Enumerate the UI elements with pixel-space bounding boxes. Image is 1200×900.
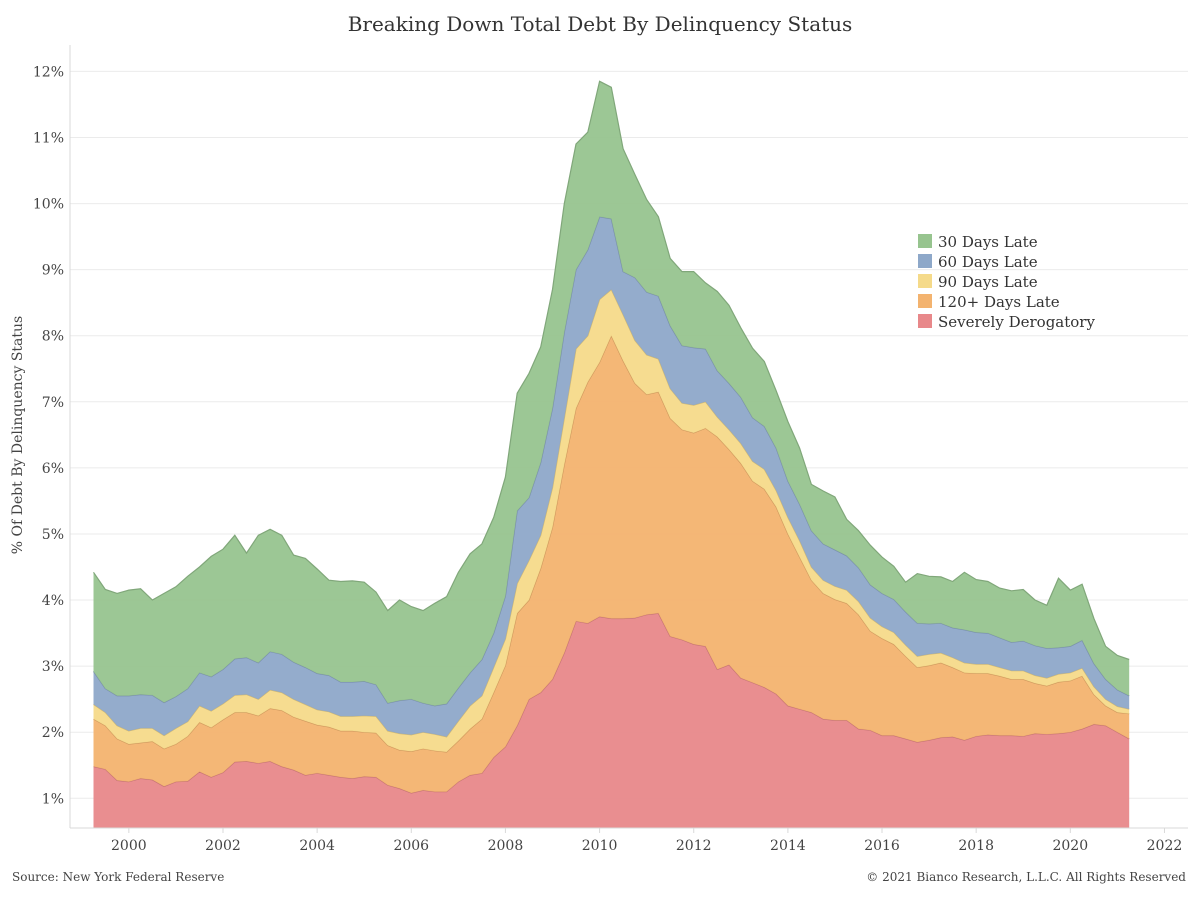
- legend-label: 90 Days Late: [938, 273, 1038, 291]
- x-tick-label: 2022: [1147, 838, 1183, 854]
- x-tick-label: 2010: [582, 838, 618, 854]
- legend-swatch: [918, 254, 932, 268]
- x-tick-label: 2014: [770, 838, 806, 854]
- y-tick-label: 5%: [42, 527, 64, 543]
- legend-item-120-days-late: 120+ Days Late: [918, 293, 1060, 311]
- x-tick-label: 2006: [393, 838, 429, 854]
- x-tick-label: 2016: [864, 838, 900, 854]
- axes: [69, 45, 1188, 829]
- legend-item-60-days-late: 60 Days Late: [918, 253, 1038, 271]
- legend: 30 Days Late 60 Days Late 90 Days Late 120+…: [918, 233, 1095, 331]
- x-tick-label: 2012: [676, 838, 712, 854]
- area-severely-derogatory: [93, 613, 1130, 828]
- y-tick-label: 11%: [33, 131, 64, 147]
- legend-swatch: [918, 294, 932, 308]
- y-tick-label: 3%: [42, 659, 64, 675]
- y-tick-label: 12%: [33, 64, 64, 80]
- x-tick-label: 2004: [299, 838, 335, 854]
- x-axis-ticks: 2000 2002 2004 2006 2008 2010 2012 2014 2016 2018…: [111, 828, 1182, 854]
- legend-swatch: [918, 274, 932, 288]
- y-tick-label: 2%: [42, 725, 64, 741]
- area-120-days-late: [93, 335, 1130, 793]
- stacked-areas: [93, 80, 1130, 828]
- y-tick-label: 9%: [42, 263, 64, 279]
- legend-item-severely-derogatory: Severely Derogatory: [918, 313, 1095, 331]
- chart-title: Breaking Down Total Debt By Delinquency …: [347, 12, 853, 36]
- legend-swatch: [918, 314, 932, 328]
- legend-item-30-days-late: 30 Days Late: [918, 233, 1038, 251]
- x-tick-label: 2008: [488, 838, 524, 854]
- y-tick-label: 1%: [42, 791, 64, 807]
- x-tick-label: 2018: [958, 838, 994, 854]
- area-30-days-late: [93, 81, 1130, 706]
- x-tick-label: 2002: [205, 838, 241, 854]
- y-tick-label: 10%: [33, 197, 64, 213]
- y-axis-ticks: 1% 2% 3% 4% 5% 6% 7% 8% 9% 10% 11% 12%: [33, 64, 64, 807]
- legend-item-90-days-late: 90 Days Late: [918, 273, 1038, 291]
- y-axis-label: % Of Debt By Delinquency Status: [10, 316, 26, 554]
- y-tick-label: 6%: [42, 461, 64, 477]
- source-note: Source: New York Federal Reserve: [12, 870, 225, 884]
- y-tick-label: 4%: [42, 593, 64, 609]
- area-60-days-late: [93, 216, 1130, 737]
- legend-label: Severely Derogatory: [938, 313, 1095, 331]
- legend-label: 60 Days Late: [938, 253, 1038, 271]
- legend-label: 120+ Days Late: [938, 293, 1060, 311]
- legend-swatch: [918, 234, 932, 248]
- legend-label: 30 Days Late: [938, 233, 1038, 251]
- x-tick-label: 2020: [1052, 838, 1088, 854]
- y-tick-label: 8%: [42, 329, 64, 345]
- y-tick-label: 7%: [42, 395, 64, 411]
- series-line-30-days-late: [93, 80, 1130, 661]
- copyright-note: © 2021 Bianco Research, L.L.C. All Right…: [866, 870, 1186, 884]
- x-tick-label: 2000: [111, 838, 147, 854]
